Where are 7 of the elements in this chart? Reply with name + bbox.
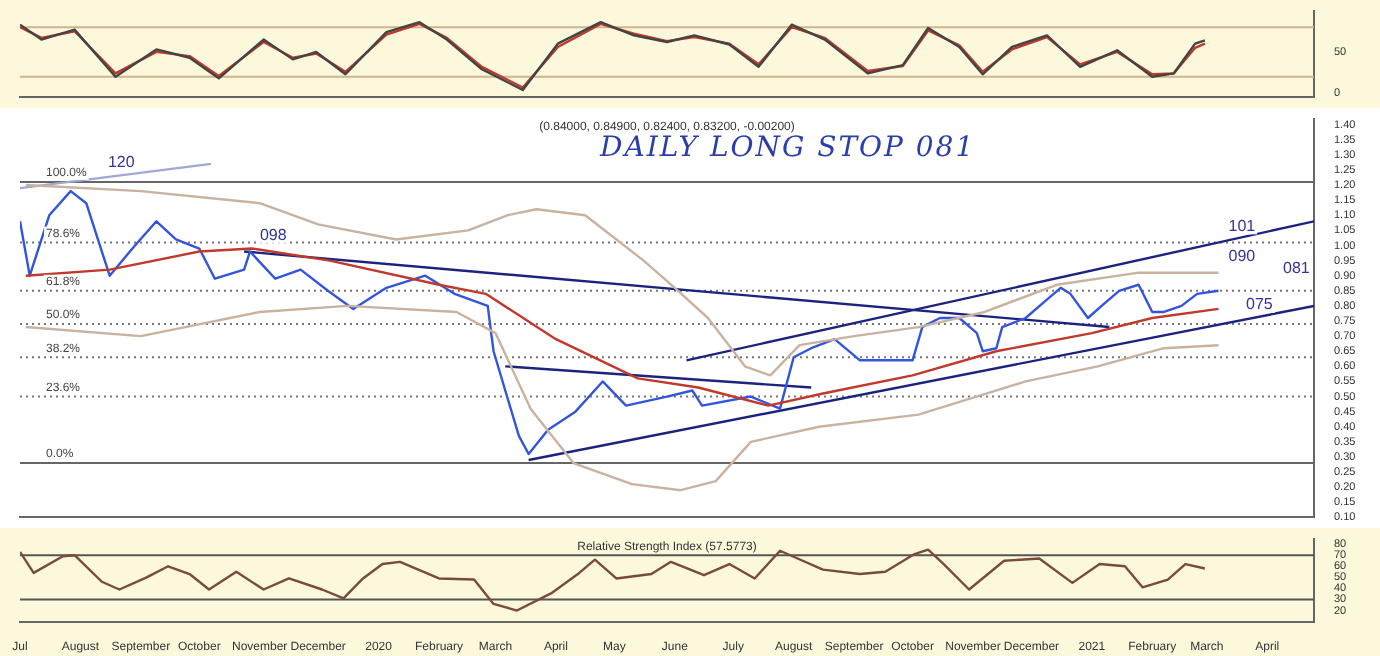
annotation: 098 xyxy=(259,225,288,244)
text: DAILY LONG STOP 081 xyxy=(600,132,976,164)
annotation: 081 xyxy=(1283,259,1311,278)
annotation: 075 xyxy=(1246,295,1274,314)
annotation: 120 xyxy=(107,153,136,172)
annotation: 101 xyxy=(1228,216,1257,235)
annotation: 090 xyxy=(1228,247,1257,266)
